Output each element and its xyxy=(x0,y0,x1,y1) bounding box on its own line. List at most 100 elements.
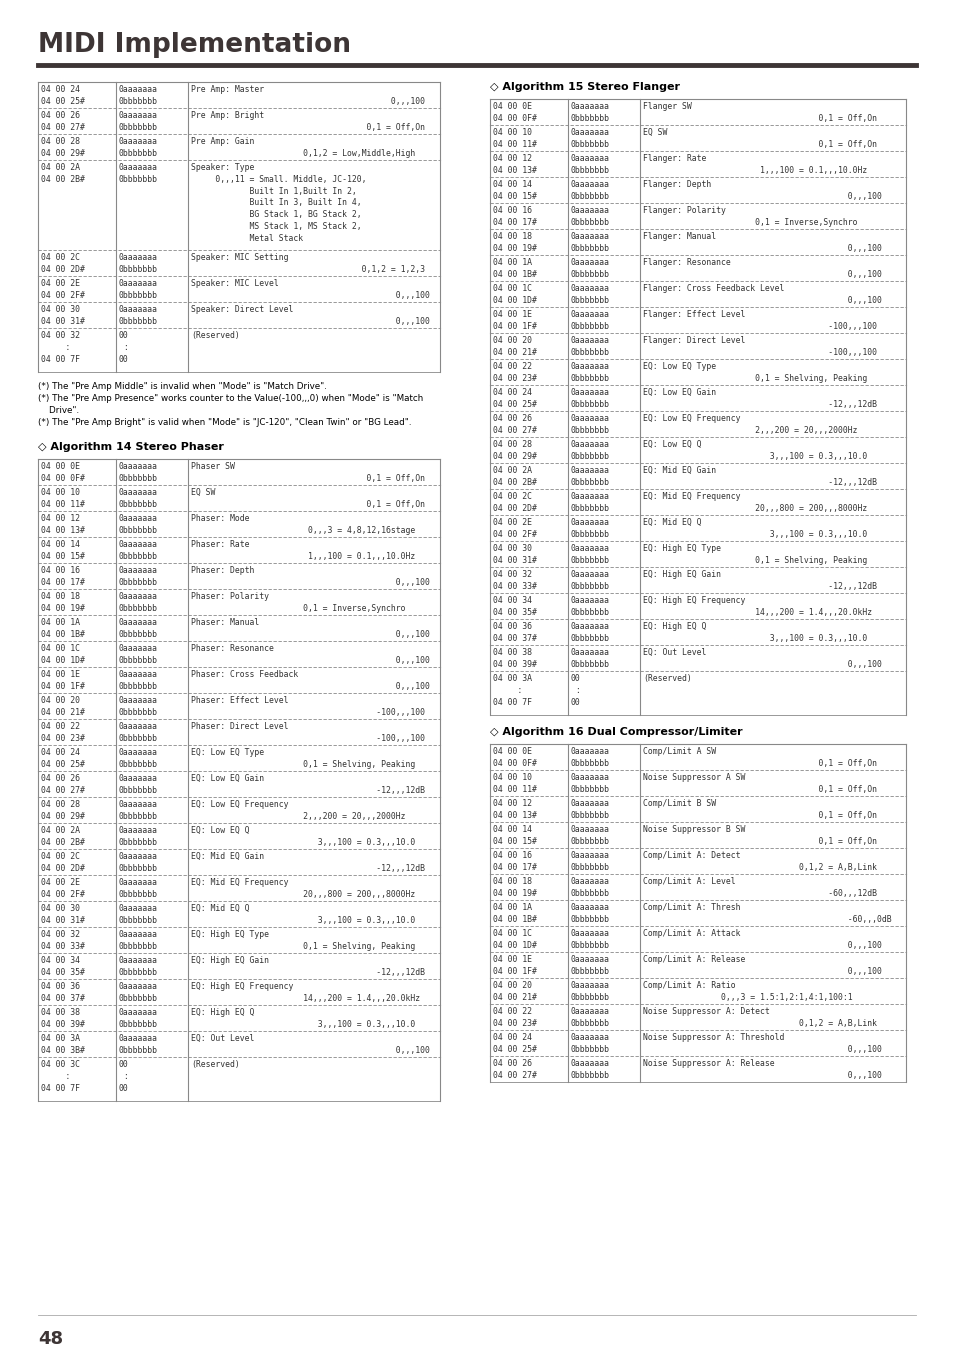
Text: 0aaaaaaa
0bbbbbbb: 0aaaaaaa 0bbbbbbb xyxy=(571,570,609,590)
Text: 04 00 26
04 00 27#: 04 00 26 04 00 27# xyxy=(41,774,85,794)
Text: 0aaaaaaa
0bbbbbbb: 0aaaaaaa 0bbbbbbb xyxy=(571,798,609,820)
Text: 0aaaaaaa
0bbbbbbb: 0aaaaaaa 0bbbbbbb xyxy=(119,1034,158,1055)
Text: 0aaaaaaa
0bbbbbbb: 0aaaaaaa 0bbbbbbb xyxy=(119,280,158,300)
Text: 0aaaaaaa
0bbbbbbb: 0aaaaaaa 0bbbbbbb xyxy=(571,877,609,898)
Text: 04 00 22
04 00 23#: 04 00 22 04 00 23# xyxy=(493,362,537,382)
Text: 04 00 1E
04 00 1F#: 04 00 1E 04 00 1F# xyxy=(493,309,537,331)
Text: 04 00 16
04 00 17#: 04 00 16 04 00 17# xyxy=(493,205,537,227)
Text: 0aaaaaaa
0bbbbbbb: 0aaaaaaa 0bbbbbbb xyxy=(571,929,609,950)
Text: 0aaaaaaa
0bbbbbbb: 0aaaaaaa 0bbbbbbb xyxy=(119,748,158,769)
Text: 0aaaaaaa
0bbbbbbb: 0aaaaaaa 0bbbbbbb xyxy=(119,305,158,326)
Text: 04 00 30
04 00 31#: 04 00 30 04 00 31# xyxy=(41,305,85,326)
Text: 0aaaaaaa
0bbbbbbb: 0aaaaaaa 0bbbbbbb xyxy=(571,309,609,331)
Text: (Reserved): (Reserved) xyxy=(191,331,239,340)
Text: 0aaaaaaa
0bbbbbbb: 0aaaaaaa 0bbbbbbb xyxy=(571,388,609,409)
Text: Comp/Limit A SW
                                    0,1 = Off,On: Comp/Limit A SW 0,1 = Off,On xyxy=(642,747,876,767)
Text: 0aaaaaaa
0bbbbbbb: 0aaaaaaa 0bbbbbbb xyxy=(571,981,609,1002)
Text: 04 00 10
04 00 11#: 04 00 10 04 00 11# xyxy=(493,773,537,794)
Text: 00
 :
00: 00 : 00 xyxy=(571,674,580,707)
Text: Noise Suppressor A: Threshold
                                          0,,,100: Noise Suppressor A: Threshold 0,,,100 xyxy=(642,1034,881,1054)
Text: 0aaaaaaa
0bbbbbbb: 0aaaaaaa 0bbbbbbb xyxy=(571,180,609,201)
Text: 04 00 38
04 00 39#: 04 00 38 04 00 39# xyxy=(493,648,537,669)
Text: 0aaaaaaa
0bbbbbbb: 0aaaaaaa 0bbbbbbb xyxy=(119,721,158,743)
Text: EQ: Mid EQ Gain
                                      -12,,,12dB: EQ: Mid EQ Gain -12,,,12dB xyxy=(191,852,424,873)
Text: 04 00 36
04 00 37#: 04 00 36 04 00 37# xyxy=(493,621,537,643)
Text: 04 00 32
04 00 33#: 04 00 32 04 00 33# xyxy=(41,929,85,951)
Text: (Reserved): (Reserved) xyxy=(642,674,691,684)
Text: ◇ Algorithm 15 Stereo Flanger: ◇ Algorithm 15 Stereo Flanger xyxy=(490,82,679,92)
Text: Flanger: Direct Level
                                      -100,,,100: Flanger: Direct Level -100,,,100 xyxy=(642,336,876,357)
Text: ◇ Algorithm 16 Dual Compressor/Limiter: ◇ Algorithm 16 Dual Compressor/Limiter xyxy=(490,727,741,738)
Text: Flanger: Depth
                                          0,,,100: Flanger: Depth 0,,,100 xyxy=(642,180,881,201)
Text: 0aaaaaaa
0bbbbbbb: 0aaaaaaa 0bbbbbbb xyxy=(119,982,158,1002)
Text: EQ: Out Level
                                          0,,,100: EQ: Out Level 0,,,100 xyxy=(642,648,881,669)
Text: 04 00 1C
04 00 1D#: 04 00 1C 04 00 1D# xyxy=(493,284,537,305)
Text: EQ: Low EQ Frequency
                       2,,,200 = 20,,,2000Hz: EQ: Low EQ Frequency 2,,,200 = 20,,,2000… xyxy=(191,800,405,821)
Text: 0aaaaaaa
0bbbbbbb: 0aaaaaaa 0bbbbbbb xyxy=(571,747,609,767)
Text: 04 00 2E
04 00 2F#: 04 00 2E 04 00 2F# xyxy=(41,878,85,898)
Text: Phaser: Mode
                        0,,,3 = 4,8,12,16stage: Phaser: Mode 0,,,3 = 4,8,12,16stage xyxy=(191,513,415,535)
Text: EQ: Mid EQ Q
                          3,,,100 = 0.3,,,10.0: EQ: Mid EQ Q 3,,,100 = 0.3,,,10.0 xyxy=(191,904,415,925)
Text: Flanger: Resonance
                                          0,,,100: Flanger: Resonance 0,,,100 xyxy=(642,258,881,278)
Text: 04 00 10
04 00 11#: 04 00 10 04 00 11# xyxy=(493,128,537,149)
Text: EQ: Low EQ Q
                          3,,,100 = 0.3,,,10.0: EQ: Low EQ Q 3,,,100 = 0.3,,,10.0 xyxy=(191,825,415,847)
Text: 04 00 1A
04 00 1B#: 04 00 1A 04 00 1B# xyxy=(493,258,537,278)
Text: Phaser: Polarity
                       0,1 = Inverse,Synchro: Phaser: Polarity 0,1 = Inverse,Synchro xyxy=(191,592,405,613)
Text: 0aaaaaaa
0bbbbbbb: 0aaaaaaa 0bbbbbbb xyxy=(571,205,609,227)
Text: (*) The "Pre Amp Bright" is valid when "Mode" is "JC-120", "Clean Twin" or "BG L: (*) The "Pre Amp Bright" is valid when "… xyxy=(38,417,411,427)
Text: Speaker: MIC Setting
                                   0,1,2 = 1,2,3: Speaker: MIC Setting 0,1,2 = 1,2,3 xyxy=(191,253,424,274)
Text: 0aaaaaaa
0bbbbbbb: 0aaaaaaa 0bbbbbbb xyxy=(571,773,609,794)
Text: 0aaaaaaa
0bbbbbbb: 0aaaaaaa 0bbbbbbb xyxy=(571,517,609,539)
Text: 04 00 2E
04 00 2F#: 04 00 2E 04 00 2F# xyxy=(493,517,537,539)
Text: 04 00 2A
04 00 2B#: 04 00 2A 04 00 2B# xyxy=(493,466,537,486)
Text: Flanger: Effect Level
                                      -100,,,100: Flanger: Effect Level -100,,,100 xyxy=(642,309,876,331)
Text: 04 00 14
04 00 15#: 04 00 14 04 00 15# xyxy=(41,540,85,561)
Text: 0aaaaaaa
0bbbbbbb: 0aaaaaaa 0bbbbbbb xyxy=(119,957,158,977)
Text: EQ: Low EQ Gain
                                      -12,,,12dB: EQ: Low EQ Gain -12,,,12dB xyxy=(642,388,876,409)
Text: 0aaaaaaa
0bbbbbbb: 0aaaaaaa 0bbbbbbb xyxy=(571,101,609,123)
Text: 04 00 24
04 00 25#: 04 00 24 04 00 25# xyxy=(41,748,85,769)
Text: Comp/Limit B SW
                                    0,1 = Off,On: Comp/Limit B SW 0,1 = Off,On xyxy=(642,798,876,820)
Text: 0aaaaaaa
0bbbbbbb: 0aaaaaaa 0bbbbbbb xyxy=(571,621,609,643)
Text: 04 00 30
04 00 31#: 04 00 30 04 00 31# xyxy=(493,544,537,565)
Text: 0aaaaaaa
0bbbbbbb: 0aaaaaaa 0bbbbbbb xyxy=(571,851,609,871)
Text: 04 00 28
04 00 29#: 04 00 28 04 00 29# xyxy=(41,136,85,158)
Text: 0aaaaaaa
0bbbbbbb: 0aaaaaaa 0bbbbbbb xyxy=(119,617,158,639)
Text: 04 00 18
04 00 19#: 04 00 18 04 00 19# xyxy=(493,877,537,898)
Text: 0aaaaaaa
0bbbbbbb: 0aaaaaaa 0bbbbbbb xyxy=(119,644,158,665)
Text: 04 00 32
04 00 33#: 04 00 32 04 00 33# xyxy=(493,570,537,590)
Text: 04 00 1C
04 00 1D#: 04 00 1C 04 00 1D# xyxy=(41,644,85,665)
Text: 04 00 12
04 00 13#: 04 00 12 04 00 13# xyxy=(493,798,537,820)
Text: 04 00 18
04 00 19#: 04 00 18 04 00 19# xyxy=(41,592,85,613)
Text: 04 00 1E
04 00 1F#: 04 00 1E 04 00 1F# xyxy=(41,670,85,690)
Text: 04 00 2E
04 00 2F#: 04 00 2E 04 00 2F# xyxy=(41,280,85,300)
Text: 04 00 26
04 00 27#: 04 00 26 04 00 27# xyxy=(41,111,85,132)
Text: 0aaaaaaa
0bbbbbbb: 0aaaaaaa 0bbbbbbb xyxy=(119,774,158,794)
Text: 04 00 28
04 00 29#: 04 00 28 04 00 29# xyxy=(41,800,85,821)
Text: 0aaaaaaa
0bbbbbbb: 0aaaaaaa 0bbbbbbb xyxy=(119,488,158,509)
Text: 04 00 1A
04 00 1B#: 04 00 1A 04 00 1B# xyxy=(41,617,85,639)
Text: 0aaaaaaa
0bbbbbbb: 0aaaaaaa 0bbbbbbb xyxy=(571,336,609,357)
Text: Phaser: Depth
                                          0,,,100: Phaser: Depth 0,,,100 xyxy=(191,566,430,586)
Text: Phaser: Cross Feedback
                                          0,,,100: Phaser: Cross Feedback 0,,,100 xyxy=(191,670,430,690)
Text: 04 00 36
04 00 37#: 04 00 36 04 00 37# xyxy=(41,982,85,1002)
Text: EQ: High EQ Q
                          3,,,100 = 0.3,,,10.0: EQ: High EQ Q 3,,,100 = 0.3,,,10.0 xyxy=(642,621,866,643)
Text: Comp/Limit A: Thresh
                                          -60,,,0dB: Comp/Limit A: Thresh -60,,,0dB xyxy=(642,902,891,924)
Text: 0aaaaaaa
0bbbbbbb: 0aaaaaaa 0bbbbbbb xyxy=(571,154,609,174)
Text: EQ: High EQ Type
                       0,1 = Shelving, Peaking: EQ: High EQ Type 0,1 = Shelving, Peaking xyxy=(642,544,866,565)
Text: 04 00 3A
04 00 3B#: 04 00 3A 04 00 3B# xyxy=(41,1034,85,1055)
Text: EQ: Mid EQ Gain
                                      -12,,,12dB: EQ: Mid EQ Gain -12,,,12dB xyxy=(642,466,876,486)
Text: 0aaaaaaa
0bbbbbbb: 0aaaaaaa 0bbbbbbb xyxy=(571,544,609,565)
Text: Phaser: Manual
                                          0,,,100: Phaser: Manual 0,,,100 xyxy=(191,617,430,639)
Text: 0aaaaaaa
0bbbbbbb: 0aaaaaaa 0bbbbbbb xyxy=(571,284,609,305)
Text: 0aaaaaaa
0bbbbbbb: 0aaaaaaa 0bbbbbbb xyxy=(119,462,158,482)
Text: Comp/Limit A: Level
                                      -60,,,12dB: Comp/Limit A: Level -60,,,12dB xyxy=(642,877,876,898)
Text: 04 00 32
     :
04 00 7F: 04 00 32 : 04 00 7F xyxy=(41,331,80,363)
Text: 04 00 16
04 00 17#: 04 00 16 04 00 17# xyxy=(41,566,85,586)
Text: 04 00 1C
04 00 1D#: 04 00 1C 04 00 1D# xyxy=(493,929,537,950)
Text: EQ: High EQ Type
                       0,1 = Shelving, Peaking: EQ: High EQ Type 0,1 = Shelving, Peaking xyxy=(191,929,415,951)
Text: Noise Suppressor A: Detect
                                0,1,2 = A,B,Link: Noise Suppressor A: Detect 0,1,2 = A,B,L… xyxy=(642,1006,876,1028)
Text: Flanger SW
                                    0,1 = Off,On: Flanger SW 0,1 = Off,On xyxy=(642,101,876,123)
Text: 0aaaaaaa
0bbbbbbb: 0aaaaaaa 0bbbbbbb xyxy=(571,902,609,924)
Text: 04 00 2C
04 00 2D#: 04 00 2C 04 00 2D# xyxy=(493,492,537,513)
